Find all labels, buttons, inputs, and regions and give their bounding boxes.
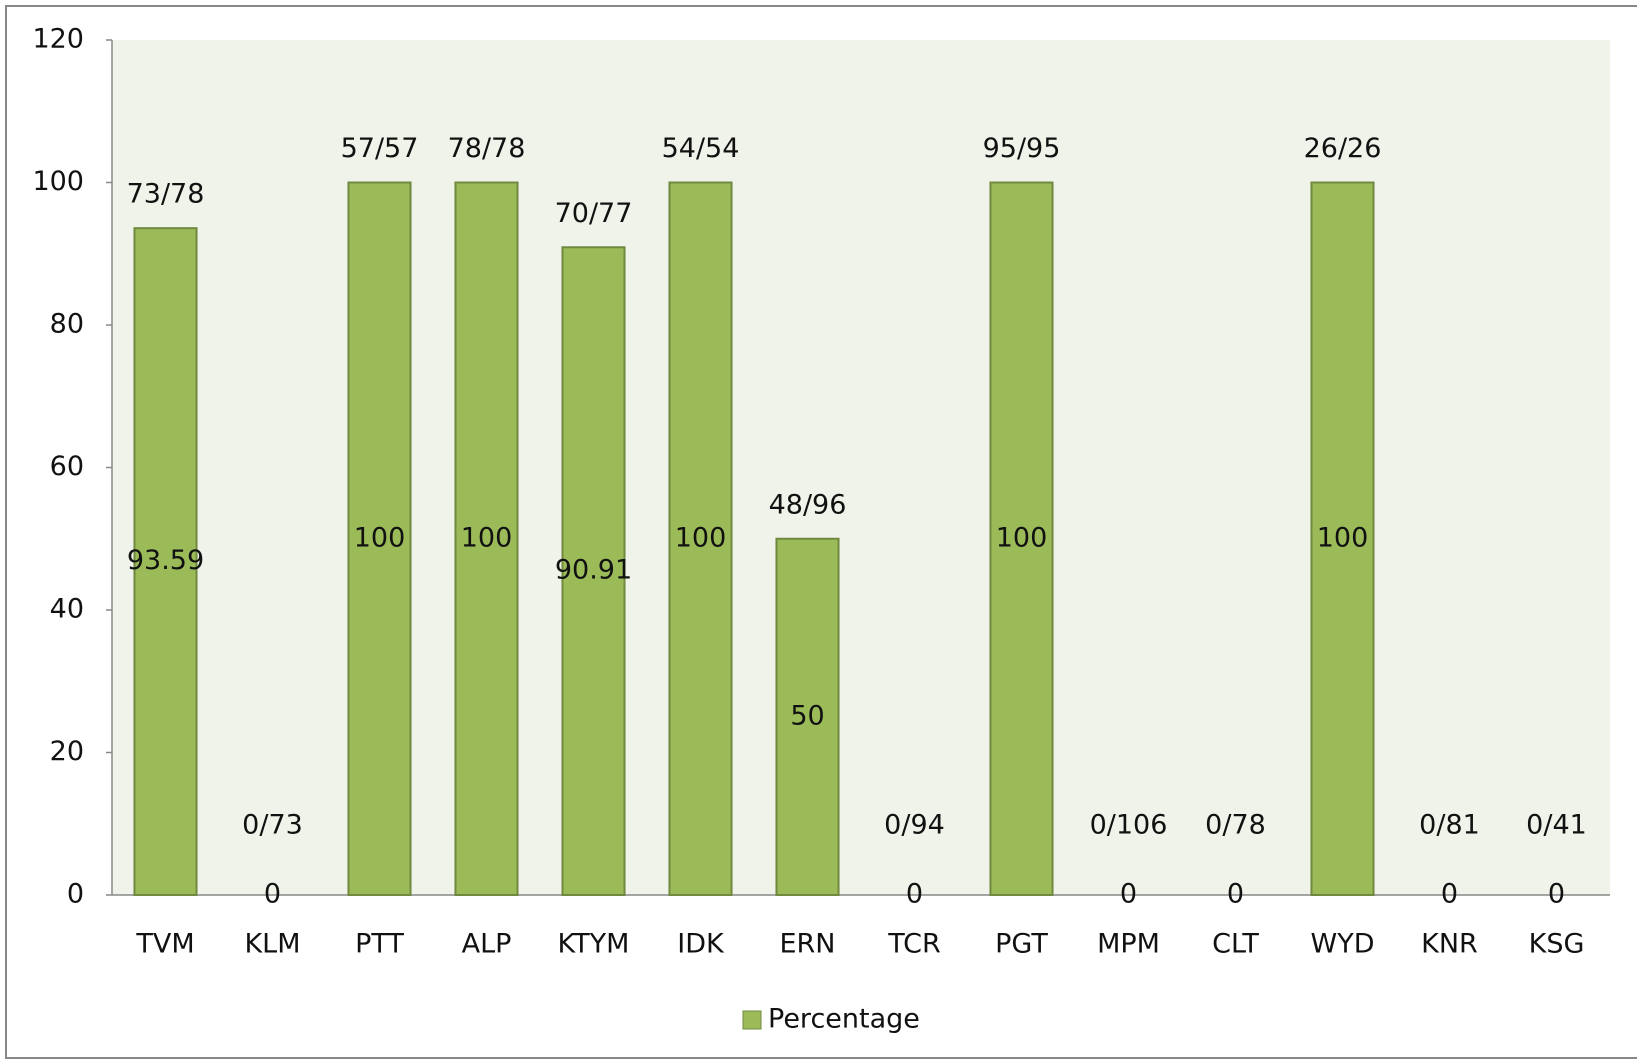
x-tick-label: MPM bbox=[1097, 929, 1160, 960]
value-label: 100 bbox=[354, 522, 406, 553]
value-label: 0 bbox=[906, 879, 923, 910]
annotation: 0/106 bbox=[1090, 810, 1168, 841]
annotation: 0/41 bbox=[1526, 810, 1587, 841]
value-label: 50 bbox=[790, 700, 824, 731]
value-label: 0 bbox=[1120, 879, 1137, 910]
annotation: 48/96 bbox=[769, 489, 847, 520]
bar bbox=[454, 181, 519, 896]
x-tick-label: KLM bbox=[244, 929, 300, 960]
annotation: 0/73 bbox=[242, 810, 303, 841]
value-label: 0 bbox=[1227, 879, 1244, 910]
plot-area bbox=[112, 40, 1610, 895]
x-tick-label: IDK bbox=[677, 929, 725, 960]
y-tick-label: 80 bbox=[50, 309, 84, 340]
x-tick-label: PTT bbox=[355, 929, 404, 960]
bar bbox=[989, 181, 1054, 896]
x-tick-label: KSG bbox=[1529, 929, 1585, 960]
x-tick-label: KTYM bbox=[558, 929, 630, 960]
bar bbox=[668, 181, 733, 896]
value-label: 0 bbox=[264, 879, 281, 910]
legend-label: Percentage bbox=[768, 1004, 920, 1035]
value-label: 0 bbox=[1548, 879, 1565, 910]
x-tick-label: PGT bbox=[995, 929, 1048, 960]
value-label: 93.59 bbox=[127, 545, 204, 576]
legend-swatch bbox=[742, 1010, 762, 1030]
annotation: 26/26 bbox=[1304, 133, 1382, 164]
value-label: 0 bbox=[1441, 879, 1458, 910]
y-tick-label: 100 bbox=[32, 166, 84, 197]
annotation: 0/94 bbox=[884, 810, 945, 841]
x-tick-label: ERN bbox=[779, 929, 835, 960]
annotation: 54/54 bbox=[662, 133, 740, 164]
annotation: 95/95 bbox=[983, 133, 1061, 164]
annotation: 57/57 bbox=[341, 133, 419, 164]
x-tick-label: ALP bbox=[462, 929, 512, 960]
x-tick-label: KNR bbox=[1421, 929, 1478, 960]
x-tick-label: CLT bbox=[1212, 929, 1259, 960]
y-tick-label: 60 bbox=[50, 451, 84, 482]
bar bbox=[347, 181, 412, 896]
x-tick-label: WYD bbox=[1311, 929, 1375, 960]
value-label: 100 bbox=[675, 522, 727, 553]
bar bbox=[1310, 181, 1375, 896]
value-label: 100 bbox=[461, 522, 513, 553]
y-tick-label: 40 bbox=[50, 594, 84, 625]
value-label: 90.91 bbox=[555, 555, 632, 586]
annotation: 78/78 bbox=[448, 133, 526, 164]
y-tick-label: 20 bbox=[50, 736, 84, 767]
y-tick-label: 0 bbox=[67, 879, 84, 910]
annotation: 73/78 bbox=[127, 179, 205, 210]
x-tick-label: TCR bbox=[887, 929, 941, 960]
annotation: 0/78 bbox=[1205, 810, 1266, 841]
annotation: 0/81 bbox=[1419, 810, 1480, 841]
y-tick-label: 120 bbox=[32, 24, 84, 55]
value-label: 100 bbox=[1317, 522, 1369, 553]
annotation: 70/77 bbox=[555, 198, 633, 229]
bar bbox=[775, 537, 840, 896]
value-label: 100 bbox=[996, 522, 1048, 553]
bar bbox=[561, 246, 626, 897]
bar bbox=[133, 227, 198, 896]
x-tick-label: TVM bbox=[135, 929, 194, 960]
